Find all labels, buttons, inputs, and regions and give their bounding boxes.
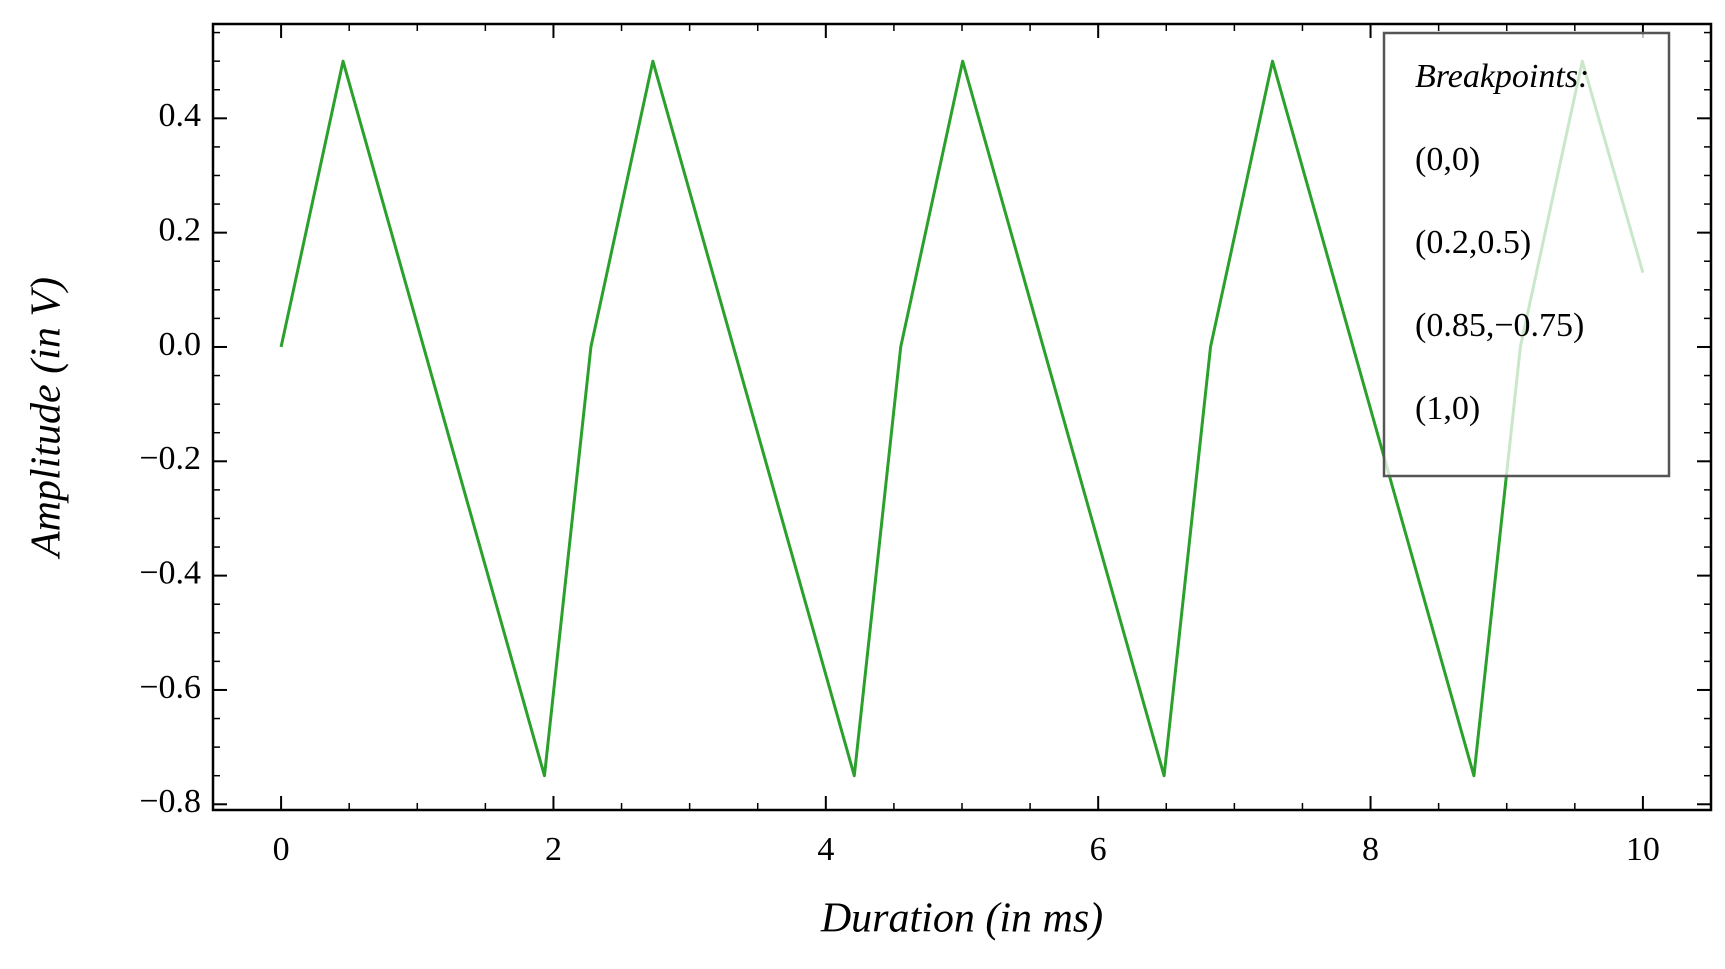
- y-tick-label: 0.0: [159, 326, 202, 363]
- legend-entry: (1,0): [1415, 390, 1480, 427]
- y-tick-label: −0.8: [139, 783, 201, 820]
- y-tick-label: −0.4: [139, 554, 201, 591]
- x-tick-label: 2: [545, 831, 562, 868]
- legend-entry: Breakpoints:: [1415, 58, 1589, 95]
- y-axis-label: Amplitude (in V): [24, 277, 70, 560]
- x-tick-label: 4: [817, 831, 834, 868]
- x-tick-label: 0: [273, 831, 290, 868]
- y-tick-label: 0.2: [159, 211, 202, 248]
- x-tick-label: 8: [1362, 831, 1379, 868]
- plot-frame: [211, 22, 1713, 812]
- y-tick-label: −0.2: [139, 440, 201, 477]
- data-line: [279, 59, 1645, 778]
- x-tick-label: 10: [1626, 831, 1660, 868]
- legend-entry: (0.85,−0.75): [1415, 307, 1584, 344]
- x-tick-label: 6: [1090, 831, 1107, 868]
- y-tick-label: 0.4: [159, 97, 202, 134]
- legend-entry: (0,0): [1415, 141, 1480, 178]
- y-tick-label: −0.6: [139, 669, 201, 706]
- legend-box: [1382, 31, 1671, 478]
- legend-entry: (0.2,0.5): [1415, 224, 1531, 261]
- x-axis-label: Duration (in ms): [820, 896, 1103, 942]
